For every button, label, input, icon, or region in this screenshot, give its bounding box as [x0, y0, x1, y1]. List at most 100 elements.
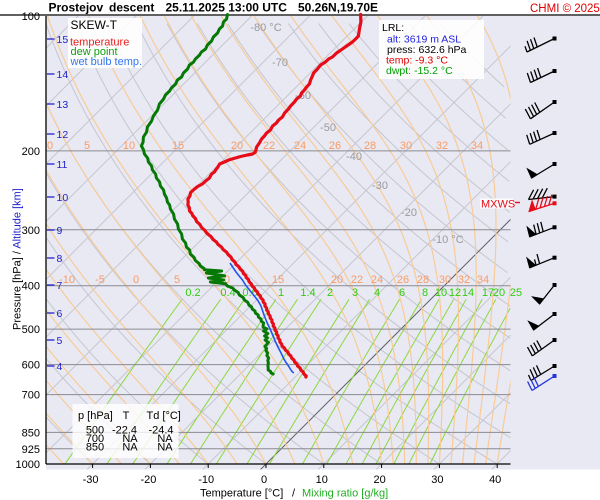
svg-text:0.4: 0.4 [220, 287, 235, 299]
svg-text:press: 632.6 hPa: press: 632.6 hPa [387, 44, 467, 56]
svg-text:NA: NA [122, 433, 138, 445]
svg-text:600: 600 [22, 360, 40, 372]
svg-text:32: 32 [436, 140, 448, 152]
svg-text:Temperature [°C]: Temperature [°C] [200, 488, 283, 500]
svg-text:Td [°C]: Td [°C] [147, 410, 181, 422]
svg-text:30: 30 [400, 140, 412, 152]
svg-text:-70: -70 [272, 57, 288, 69]
svg-text:1000: 1000 [16, 459, 40, 471]
svg-text:MXWS: MXWS [481, 199, 515, 211]
svg-text:10: 10 [316, 474, 328, 486]
svg-text:0.2: 0.2 [185, 287, 200, 299]
svg-text:-40: -40 [346, 151, 362, 163]
svg-text:14: 14 [57, 69, 69, 81]
svg-text:10: 10 [57, 192, 69, 204]
svg-text:50.26N,19.70E: 50.26N,19.70E [298, 1, 378, 15]
svg-text:25.11.2025 13:00 UTC: 25.11.2025 13:00 UTC [166, 1, 288, 15]
svg-text:-30: -30 [83, 474, 99, 486]
svg-text:-10: -10 [198, 474, 214, 486]
svg-text:200: 200 [22, 146, 40, 158]
svg-text:15: 15 [57, 34, 69, 46]
svg-text:Mixing ratio [g/kg]: Mixing ratio [g/kg] [302, 488, 388, 500]
svg-text:34: 34 [477, 274, 489, 286]
svg-text:descent: descent [109, 1, 154, 15]
svg-text:/: / [292, 488, 296, 500]
svg-text:NA: NA [157, 433, 173, 445]
svg-text:500: 500 [22, 324, 40, 336]
svg-text:300: 300 [22, 225, 40, 237]
svg-text:14: 14 [462, 287, 474, 299]
svg-text:SKEW-T: SKEW-T [71, 18, 118, 32]
svg-text:20: 20 [373, 474, 385, 486]
svg-text:NA: NA [157, 442, 173, 454]
svg-text:0: 0 [261, 474, 267, 486]
svg-text:34: 34 [471, 140, 483, 152]
svg-text:12: 12 [57, 129, 69, 141]
svg-text:20: 20 [231, 140, 243, 152]
svg-text:5: 5 [84, 140, 90, 152]
svg-text:32: 32 [458, 274, 470, 286]
svg-text:15: 15 [272, 274, 284, 286]
svg-text:40: 40 [489, 474, 501, 486]
svg-text:12: 12 [449, 287, 461, 299]
svg-text:-22.4: -22.4 [112, 424, 137, 436]
svg-text:5: 5 [174, 274, 180, 286]
svg-text:0: 0 [47, 140, 53, 152]
svg-text:-80 °C: -80 °C [250, 22, 281, 34]
svg-text:20: 20 [493, 287, 505, 299]
svg-text:20: 20 [331, 274, 343, 286]
svg-text:5: 5 [57, 335, 63, 347]
svg-text:500: 500 [86, 424, 104, 436]
svg-text:wet bulb temp.: wet bulb temp. [70, 56, 143, 68]
svg-text:24: 24 [294, 140, 306, 152]
svg-text:26: 26 [329, 140, 341, 152]
svg-text:-30: -30 [372, 180, 388, 192]
svg-text:28: 28 [417, 274, 429, 286]
svg-text:8: 8 [422, 287, 428, 299]
svg-text:13: 13 [57, 99, 69, 111]
svg-text:11: 11 [57, 159, 68, 171]
svg-text:30: 30 [431, 474, 443, 486]
svg-text:925: 925 [22, 444, 40, 456]
svg-text:22: 22 [263, 140, 275, 152]
svg-text:4: 4 [57, 361, 63, 373]
svg-text:17: 17 [482, 287, 494, 299]
svg-text:30: 30 [439, 274, 451, 286]
svg-text:850: 850 [86, 442, 104, 454]
svg-text:CHMI © 2025: CHMI © 2025 [530, 3, 600, 15]
svg-text:-20: -20 [140, 474, 156, 486]
svg-text:850: 850 [22, 427, 40, 439]
svg-text:6: 6 [57, 308, 63, 320]
svg-text:temperature: temperature [70, 37, 129, 49]
svg-text:1.4: 1.4 [300, 287, 315, 299]
svg-text:p [hPa]: p [hPa] [78, 410, 113, 422]
svg-text:400: 400 [22, 281, 40, 293]
svg-text:6: 6 [399, 287, 405, 299]
svg-text:-10 °C: -10 °C [432, 234, 463, 246]
svg-text:700: 700 [86, 433, 104, 445]
svg-text:alt: 3619 m ASL: alt: 3619 m ASL [387, 34, 461, 46]
svg-text:temp: -9.3 °C: temp: -9.3 °C [386, 55, 448, 67]
svg-text:NA: NA [122, 442, 138, 454]
svg-text:10: 10 [123, 140, 135, 152]
svg-text:dwpt: -15.2 °C: dwpt: -15.2 °C [386, 65, 453, 77]
svg-text:22: 22 [351, 274, 363, 286]
svg-text:-10: -10 [59, 274, 75, 286]
svg-text:26: 26 [397, 274, 409, 286]
svg-text:3: 3 [352, 287, 358, 299]
svg-text:LRL:: LRL: [382, 22, 404, 34]
svg-text:dew point: dew point [71, 46, 118, 58]
svg-text:28: 28 [364, 140, 376, 152]
svg-text:100: 100 [22, 11, 40, 23]
svg-text:10: 10 [435, 287, 447, 299]
svg-text:4: 4 [374, 287, 380, 299]
svg-text:24: 24 [371, 274, 383, 286]
svg-text:T: T [123, 410, 130, 422]
svg-text:Prostejov: Prostejov [49, 1, 104, 15]
svg-text:0: 0 [133, 274, 139, 286]
svg-text:15: 15 [172, 140, 184, 152]
svg-text:9: 9 [57, 225, 63, 237]
svg-text:1: 1 [278, 287, 284, 299]
svg-text:-20: -20 [401, 207, 417, 219]
svg-text:8: 8 [57, 253, 63, 265]
